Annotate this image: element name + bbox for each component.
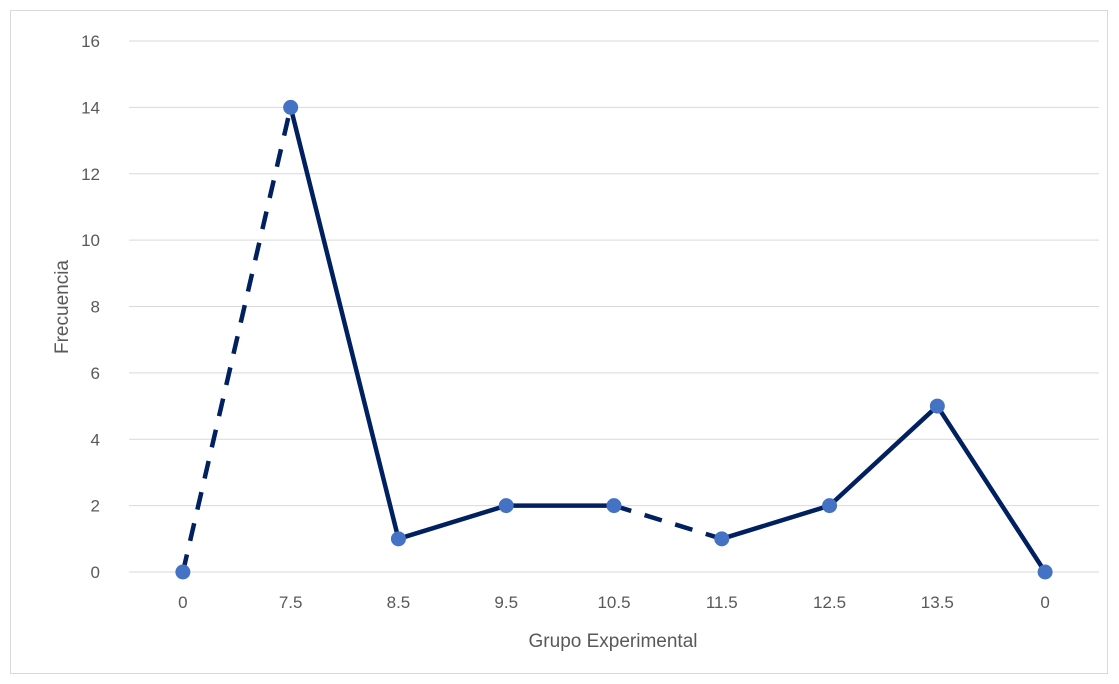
data-point <box>606 498 622 514</box>
data-point <box>822 498 838 514</box>
y-axis-title: Frecuencia <box>52 260 73 354</box>
x-tick-labels: 0 7.5 8.5 9.5 10.5 11.5 12.5 13.5 0 <box>178 593 1050 612</box>
series-segment <box>827 403 940 508</box>
data-point <box>929 398 945 414</box>
data-point <box>1037 564 1053 580</box>
series-segment <box>719 503 832 542</box>
y-tick-label: 0 <box>91 563 100 582</box>
series-segment <box>396 503 509 542</box>
x-tick-label: 12.5 <box>813 593 846 612</box>
data-point <box>714 531 730 547</box>
y-tick-label: 16 <box>81 32 100 51</box>
x-axis-title: Grupo Experimental <box>529 631 698 652</box>
data-point <box>175 564 191 580</box>
x-tick-label: 8.5 <box>387 593 411 612</box>
data-point <box>498 498 514 514</box>
y-tick-label: 8 <box>91 298 100 317</box>
y-tick-labels: 0 2 4 6 8 10 12 14 16 <box>81 32 100 582</box>
data-markers <box>175 99 1053 580</box>
y-tick-label: 2 <box>91 497 100 516</box>
x-tick-label: 11.5 <box>706 593 738 612</box>
y-tick-label: 6 <box>91 364 100 383</box>
x-tick-label: 0 <box>178 593 187 612</box>
data-point <box>283 99 299 115</box>
x-tick-label: 10.5 <box>597 593 630 612</box>
x-tick-label: 7.5 <box>279 593 303 612</box>
series-lines <box>180 105 1048 575</box>
y-tick-label: 14 <box>81 98 100 117</box>
x-tick-label: 9.5 <box>494 593 518 612</box>
data-point <box>390 531 406 547</box>
x-tick-label: 0 <box>1040 593 1049 612</box>
chart-frame <box>10 10 1108 674</box>
x-tick-label: 13.5 <box>921 593 954 612</box>
gridlines <box>129 40 1099 573</box>
y-tick-label: 4 <box>91 430 100 449</box>
series-segment-dashed <box>180 106 293 573</box>
y-tick-label: 12 <box>81 165 100 184</box>
y-tick-label: 10 <box>81 231 100 250</box>
series-segment <box>288 105 401 542</box>
series-segment <box>935 403 1048 575</box>
series-segment-dashed <box>613 503 723 541</box>
